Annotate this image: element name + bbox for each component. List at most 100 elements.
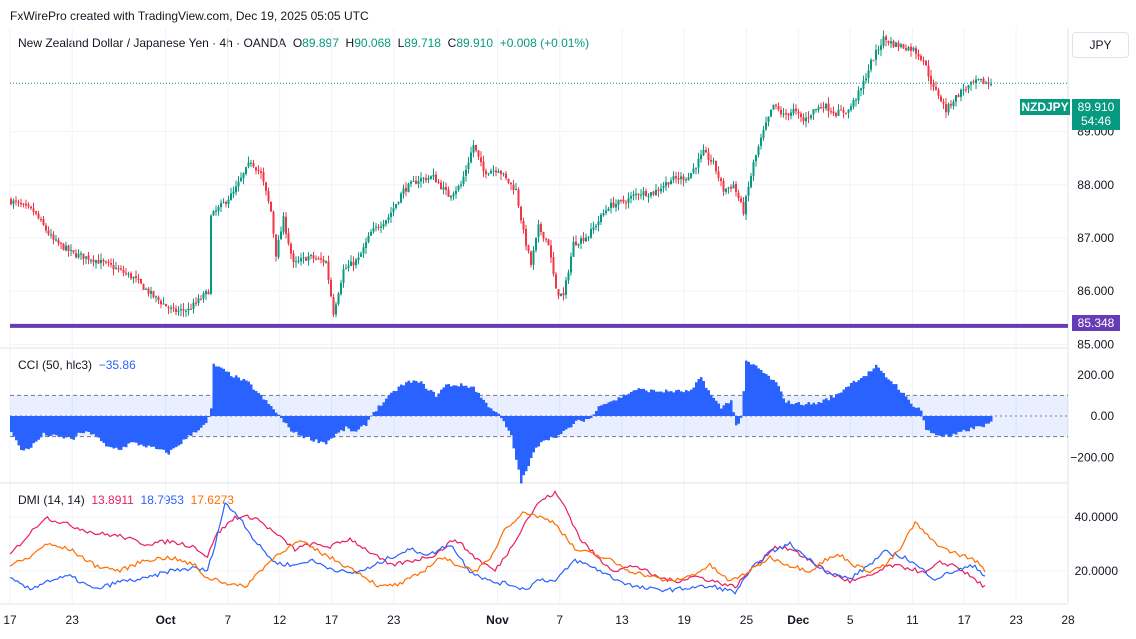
cci-bar [802,405,805,416]
cci-bar [797,402,800,416]
cci-bar [235,375,238,416]
candle-body [450,195,452,198]
price-tick-label: 86.000 [1077,284,1114,298]
cci-bar [792,404,795,416]
cci-bar [630,391,633,416]
candle-body [32,208,35,212]
dmi-legend[interactable]: DMI (14, 14) 13.8911 18.7953 17.6273 [18,493,234,507]
cci-bar [192,416,195,433]
candle-body [837,109,840,116]
candle-body [115,267,117,269]
cci-bar [390,392,393,416]
candle-body [460,184,462,186]
cci-bar [447,384,450,416]
cci-bar [650,389,653,416]
x-tick-label: 28 [1061,613,1075,627]
candle-body [855,99,857,101]
cci-bar [880,370,883,416]
cci-legend[interactable]: CCI (50, hlc3) −35.86 [18,358,136,372]
candle-body [722,180,725,192]
cci-bar [682,392,685,416]
cci-bar [175,416,178,448]
cci-bar [885,377,888,416]
cci-bar [142,416,145,447]
candle-body [535,237,537,251]
cci-bar [967,416,970,432]
candle-body [597,221,600,226]
candle-body [172,307,175,309]
cci-bar [27,416,30,450]
candle-body [412,180,415,182]
cci-bar [130,416,133,443]
candle-body [70,249,72,251]
candle-body [307,256,310,261]
cci-bar [185,416,188,440]
candle-body [840,109,842,111]
candle-body [10,199,12,205]
cci-bar [427,390,430,416]
candle-body [555,274,557,289]
candle-body [737,192,740,199]
candle-body [225,201,227,204]
candle-body [602,213,605,216]
candle-body [12,200,15,205]
cci-bar [812,402,815,416]
cci-bar [975,416,978,427]
candle-body [75,253,77,258]
cci-bar [830,395,833,416]
cci-bar [825,398,828,416]
cci-bar [165,416,168,453]
candle-body [515,189,517,191]
candle-body [760,137,762,146]
candle-body [702,149,705,156]
candle-body [252,163,255,167]
candle-body [560,293,562,297]
candle-body [682,176,685,181]
cci-bar [915,407,918,416]
cci-bar [615,400,618,416]
candle-body [862,80,865,89]
cci-bar [125,416,128,448]
cci-bar [895,384,898,416]
cci-bar [225,371,228,416]
cci-bar [352,416,355,432]
currency-button[interactable]: JPY [1072,32,1129,58]
x-tick-label: 5 [847,613,854,627]
cci-bar [697,378,700,416]
cci-bar [387,395,390,416]
candle-body [27,204,30,207]
cci-bar [335,416,338,434]
cci-pane [10,360,1068,484]
candle-body [302,257,305,259]
candle-body [872,60,875,62]
cci-bar [405,382,408,416]
candle-body [377,226,380,228]
candle-body [610,202,612,209]
candle-body [667,182,670,185]
cci-bar [700,377,703,416]
candle-body [122,270,125,273]
cci-bar [702,381,705,416]
candle-body [437,181,440,183]
candle-body [127,273,130,275]
candle-body [207,291,210,295]
candle-body [630,196,632,199]
cci-bar [815,404,818,416]
candle-body [370,231,372,236]
cci-bar [127,416,130,444]
candle-body [140,278,142,284]
candle-body [632,194,635,197]
candle-body [312,255,315,259]
candle-body [940,96,942,102]
candle-body [452,193,455,197]
candle-body [42,219,45,225]
candle-body [665,182,667,187]
candle-body [190,308,192,310]
candle-body [80,253,82,255]
cci-bar [302,416,305,439]
cci-bar [330,416,333,439]
candle-body [942,101,945,104]
cci-bar [560,416,563,435]
candle-body [875,49,877,60]
